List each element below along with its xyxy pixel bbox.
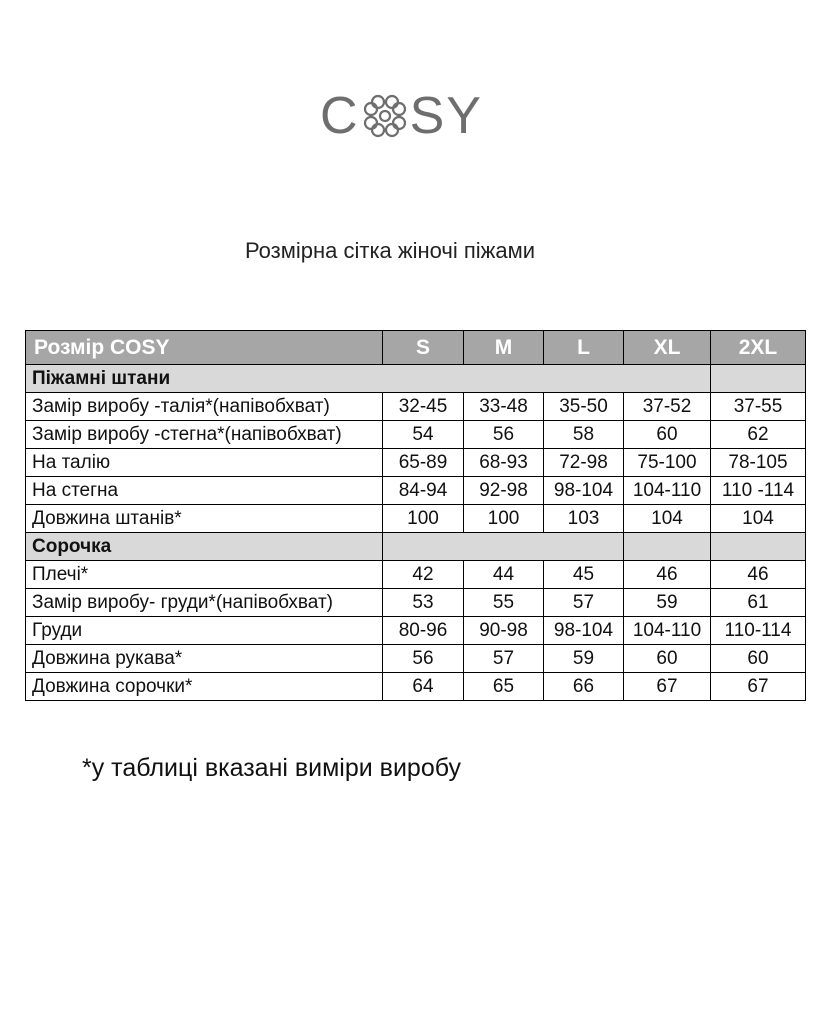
size-value: 57	[463, 644, 544, 673]
section-title: Сорочка	[25, 532, 383, 561]
size-value: 104-110	[623, 476, 711, 505]
table-row: Плечі* 42 44 45 46 46	[25, 560, 806, 589]
size-value: 103	[543, 504, 624, 533]
section-title: Піжамні штани	[25, 364, 711, 393]
size-value: 110 -114	[710, 476, 806, 505]
size-value: 55	[463, 588, 544, 617]
size-value: 33-48	[463, 392, 544, 421]
page-title: Розмірна сітка жіночі піжами	[244, 238, 536, 263]
table-row: Довжина рукава* 56 57 59 60 60	[25, 644, 806, 673]
size-value: 56	[463, 420, 544, 449]
size-value: 98-104	[543, 476, 624, 505]
size-table: Розмір COSY S M L XL 2XL Піжамні штани За…	[25, 330, 806, 701]
section-cell	[710, 532, 806, 561]
size-value: 37-52	[623, 392, 711, 421]
size-value: 42	[382, 560, 464, 589]
section-cell	[382, 532, 624, 561]
row-label: На стегна	[25, 476, 383, 505]
size-value: 62	[710, 420, 806, 449]
size-value: 54	[382, 420, 464, 449]
table-row: На талію 65-89 68-93 72-98 75-100 78-105	[25, 448, 806, 477]
size-value: 67	[623, 672, 711, 701]
size-value: 64	[382, 672, 464, 701]
size-value: 46	[710, 560, 806, 589]
size-value: 60	[710, 644, 806, 673]
size-value: 66	[543, 672, 624, 701]
size-value: 104	[710, 504, 806, 533]
size-value: 60	[623, 644, 711, 673]
size-value: 75-100	[623, 448, 711, 477]
size-value: 45	[543, 560, 624, 589]
row-label: Довжина штанів*	[25, 504, 383, 533]
size-value: 67	[710, 672, 806, 701]
header-l: L	[543, 330, 624, 365]
size-value: 92-98	[463, 476, 544, 505]
table-row: Груди 80-96 90-98 98-104 104-110 110-114	[25, 616, 806, 645]
size-value: 78-105	[710, 448, 806, 477]
cosy-logo: C SY	[320, 87, 483, 145]
size-value: 53	[382, 588, 464, 617]
section-row: Піжамні штани	[25, 364, 806, 393]
size-value: 59	[623, 588, 711, 617]
header-m: M	[463, 330, 544, 365]
size-value: 100	[463, 504, 544, 533]
row-label: Замір виробу -стегна*(напівобхват)	[25, 420, 383, 449]
size-value: 32-45	[382, 392, 464, 421]
logo-letter-c: C	[320, 87, 360, 145]
table-row: Довжина штанів* 100 100 103 104 104	[25, 504, 806, 533]
size-value: 104	[623, 504, 711, 533]
footnote: *у таблиці вказані виміри виробу	[82, 754, 462, 782]
header-s: S	[382, 330, 464, 365]
section-row: Сорочка	[25, 532, 806, 561]
row-label: На талію	[25, 448, 383, 477]
size-value: 65	[463, 672, 544, 701]
size-value: 72-98	[543, 448, 624, 477]
row-label: Довжина сорочки*	[25, 672, 383, 701]
size-value: 37-55	[710, 392, 806, 421]
row-label: Замір виробу- груди*(напівобхват)	[25, 588, 383, 617]
size-value: 35-50	[543, 392, 624, 421]
header-xl: XL	[623, 330, 711, 365]
row-label: Замір виробу -талія*(напівобхват)	[25, 392, 383, 421]
size-value: 59	[543, 644, 624, 673]
section-cell	[623, 532, 711, 561]
size-value: 44	[463, 560, 544, 589]
size-value: 90-98	[463, 616, 544, 645]
size-value: 60	[623, 420, 711, 449]
section-cell	[710, 364, 806, 393]
size-value: 84-94	[382, 476, 464, 505]
header-row: Розмір COSY S M L XL 2XL	[25, 330, 806, 365]
size-value: 100	[382, 504, 464, 533]
row-label: Плечі*	[25, 560, 383, 589]
size-value: 65-89	[382, 448, 464, 477]
size-value: 80-96	[382, 616, 464, 645]
logo-letters-sy: SY	[409, 87, 483, 145]
row-label: Довжина рукава*	[25, 644, 383, 673]
size-value: 46	[623, 560, 711, 589]
header-2xl: 2XL	[710, 330, 806, 365]
size-value: 104-110	[623, 616, 711, 645]
size-value: 68-93	[463, 448, 544, 477]
flower-knot-icon	[363, 94, 406, 138]
size-value: 58	[543, 420, 624, 449]
table-row: Довжина сорочки* 64 65 66 67 67	[25, 672, 806, 701]
header-size: Розмір COSY	[25, 330, 383, 365]
row-label: Груди	[25, 616, 383, 645]
table-row: Замір виробу -стегна*(напівобхват) 54 56 58…	[25, 420, 806, 449]
table-row: На стегна 84-94 92-98 98-104 104-110 110 -114	[25, 476, 806, 505]
size-value: 61	[710, 588, 806, 617]
table-row: Замір виробу -талія*(напівобхват) 32-45 33…	[25, 392, 806, 421]
size-value: 98-104	[543, 616, 624, 645]
size-value: 110-114	[710, 616, 806, 645]
size-value: 57	[543, 588, 624, 617]
size-value: 56	[382, 644, 464, 673]
table-row: Замір виробу- груди*(напівобхват) 53 55 57 5…	[25, 588, 806, 617]
